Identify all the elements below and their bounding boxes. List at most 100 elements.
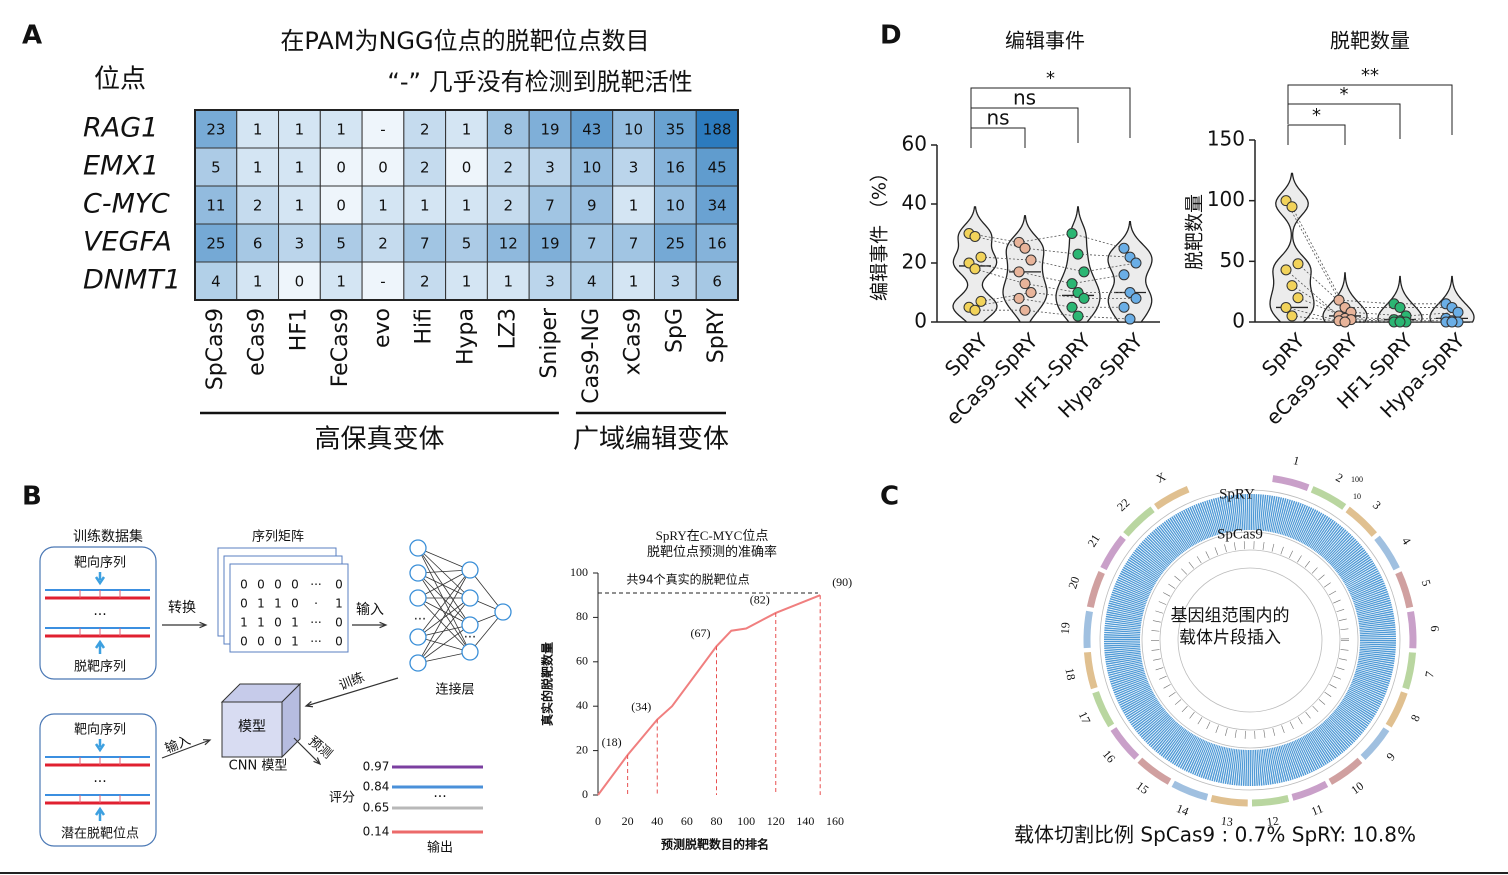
cell-value: 25 (666, 235, 685, 253)
y-tick-label: 150 (1207, 127, 1245, 151)
heatmap-cell (445, 147, 488, 187)
significance-bracket (970, 87, 1131, 138)
data-point (1078, 266, 1090, 278)
chromosome-label: 20 (1065, 575, 1082, 591)
cell-value: 5 (336, 235, 346, 253)
network-edge (417, 569, 471, 638)
track-label: SpCas9 (1217, 526, 1263, 542)
cell-value: 5 (462, 235, 472, 253)
significance-label: * (1340, 84, 1349, 105)
scale-label: 100 (1351, 475, 1363, 484)
network-edge (417, 547, 471, 653)
cell-value: 16 (708, 235, 727, 253)
heatmap-cell (278, 185, 321, 225)
arrow (352, 621, 388, 629)
spry-track (1104, 494, 1396, 786)
pair-line (974, 236, 1026, 249)
chromosome-label: 12 (1266, 814, 1280, 829)
column-label: HF1 (286, 308, 311, 351)
heatmap-cell (486, 185, 530, 225)
data-point (1286, 280, 1298, 292)
network-node (461, 643, 479, 661)
significance-bracket (970, 127, 1026, 148)
sequence-box (39, 713, 157, 847)
cell-value: 7 (629, 235, 639, 253)
matrix-entry: 1 (335, 597, 343, 611)
data-point (1019, 278, 1031, 290)
chromosome-band (1092, 691, 1115, 728)
matrix-entry: 0 (335, 578, 343, 592)
cell-value: 0 (295, 273, 305, 291)
matrix-entry: 0 (274, 578, 282, 592)
chromosome-band (1086, 570, 1105, 608)
matrix-entry: 0 (291, 597, 299, 611)
cell-value: 1 (295, 159, 305, 177)
x-tick-label: 120 (767, 814, 785, 828)
heatmap-border (194, 109, 739, 301)
chromosome-band (1083, 610, 1093, 649)
chromosome-band (1395, 571, 1414, 609)
data-point (1124, 313, 1136, 325)
column-label: Hypa (454, 308, 479, 365)
cell-value: 0 (336, 197, 346, 215)
column-label: SpCas9 (203, 308, 228, 390)
chart-title: SpRY在C-MYC位点 (656, 528, 769, 543)
cell-value: 4 (587, 273, 597, 291)
pair-line (1083, 262, 1137, 273)
y-tick-label: 20 (902, 250, 927, 274)
heatmap-cell (612, 147, 655, 187)
heatmap-cell (361, 261, 405, 301)
track-ring (1177, 567, 1323, 713)
y-tick-label: 60 (576, 654, 588, 668)
box-label: 潜在脱靶位点 (61, 827, 139, 842)
chromosome-band (1310, 486, 1347, 510)
panel-label: A (22, 21, 42, 51)
chromosome-label: 19 (1058, 622, 1073, 635)
data-point (1394, 316, 1406, 328)
matrix-entry: 1 (240, 616, 248, 630)
cell-value: 1 (462, 273, 472, 291)
matrix-entry: ··· (310, 578, 321, 592)
heatmap-cell (236, 261, 280, 301)
cell-value: 1 (253, 159, 263, 177)
data-point (1013, 266, 1025, 278)
network-node (409, 539, 427, 557)
chromosome-band (1171, 780, 1209, 801)
y-axis-label: 脱靶数量 (1184, 194, 1206, 270)
significance-label: ns (1013, 86, 1036, 110)
cell-value: 1 (503, 273, 513, 291)
cell-value: 12 (499, 235, 518, 253)
matrix-sheet (229, 563, 349, 653)
data-point (1066, 278, 1078, 290)
cell-value: 1 (462, 197, 472, 215)
network-node (461, 561, 479, 579)
chromosome-label: 13 (1220, 814, 1234, 829)
data-point (1280, 264, 1292, 276)
pair-line (1077, 253, 1131, 258)
cell-value: 1 (295, 197, 305, 215)
ellipsis: ··· (414, 613, 426, 628)
ellipsis: ··· (464, 631, 476, 646)
group-label: 广域编辑变体 (573, 425, 729, 455)
diagram-label: CNN 模型 (229, 759, 288, 774)
cell-value: 10 (624, 121, 643, 139)
data-point (1013, 292, 1025, 304)
cell-value: 1 (420, 197, 430, 215)
pair-line (1018, 271, 1073, 285)
x-tick-label: 60 (681, 814, 693, 828)
y-tick-label: 0 (1232, 309, 1245, 333)
column-label: LZ3 (495, 308, 520, 349)
sequence-box (39, 546, 157, 680)
matrix-entry: ··· (310, 616, 321, 630)
y-tick-label: 0 (582, 787, 588, 801)
column-label: SpG (662, 308, 687, 353)
heatmap-cell (361, 147, 405, 187)
matrix-entry: 0 (240, 635, 248, 649)
data-point (1019, 242, 1031, 254)
cell-value: 1 (462, 121, 472, 139)
cell-value: 2 (253, 197, 263, 215)
diagram-label: 序列矩阵 (252, 530, 304, 545)
x-tick-label: 140 (796, 814, 814, 828)
data-point (1078, 292, 1090, 304)
cell-value: 7 (420, 235, 430, 253)
